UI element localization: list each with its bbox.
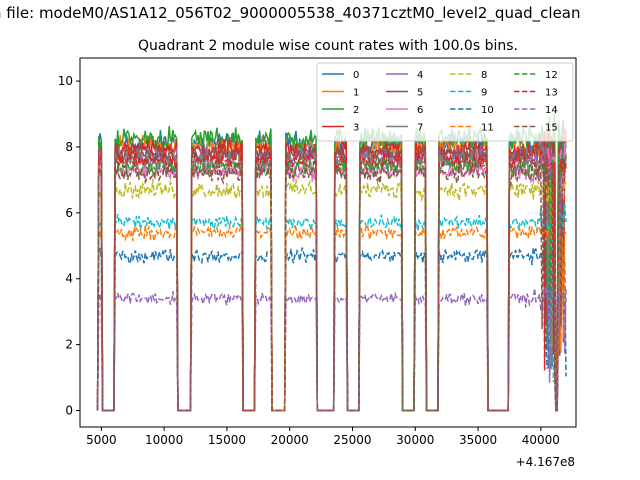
axes-group: 5000 10000 15000 20000 25000 30000 35000 40000 0…	[58, 57, 577, 447]
legend-label-8: 8	[481, 70, 487, 81]
legend-label-12: 12	[545, 70, 558, 81]
legend-label-7: 7	[417, 123, 423, 134]
series-line-4	[96, 139, 567, 412]
series-line-5	[96, 135, 567, 412]
series-line-10	[96, 244, 567, 412]
legend-label-1: 1	[353, 88, 359, 99]
series-line-6	[96, 142, 567, 412]
series-line-8	[96, 178, 567, 412]
x-tick-label: 5000	[86, 433, 117, 447]
legend-label-11: 11	[481, 123, 494, 134]
x-tick-label: 35000	[459, 433, 497, 447]
legend-label-4: 4	[417, 70, 423, 81]
axes-frame	[79, 57, 577, 428]
legend-label-13: 13	[545, 88, 558, 99]
plot-series-group	[96, 110, 567, 412]
legend-label-0: 0	[353, 70, 359, 81]
y-tick-label: 4	[65, 272, 73, 286]
x-tick-label: 30000	[396, 433, 434, 447]
legend-frame	[316, 62, 574, 142]
series-line-7	[96, 146, 567, 412]
series-line-9	[96, 203, 567, 412]
legend-label-10: 10	[481, 105, 494, 116]
figure-suptitle: n file: modeM0/AS1A12_056T02_9000005538_…	[0, 4, 581, 22]
y-tick-label: 8	[65, 140, 73, 154]
series-line-15	[96, 158, 567, 412]
x-tick-label: 10000	[145, 433, 183, 447]
y-tick-label: 2	[65, 338, 73, 352]
legend-label-3: 3	[353, 123, 359, 134]
legend-label-6: 6	[417, 105, 423, 116]
series-line-11	[96, 221, 567, 412]
legend-label-2: 2	[353, 105, 359, 116]
legend-label-14: 14	[545, 105, 558, 116]
y-tick-label: 10	[58, 74, 73, 88]
x-tick-label: 25000	[333, 433, 371, 447]
chart-title: Quadrant 2 module wise count rates with …	[138, 38, 518, 54]
series-line-14	[96, 286, 567, 412]
legend-label-15: 15	[545, 123, 558, 134]
y-tick-label: 6	[65, 206, 73, 220]
legend-label-5: 5	[417, 88, 423, 99]
x-tick-label: 15000	[208, 433, 246, 447]
legend-label-9: 9	[481, 88, 487, 99]
x-tick-label: 40000	[522, 433, 560, 447]
y-tick-label: 0	[65, 404, 73, 418]
series-line-13	[96, 147, 567, 412]
x-tick-label: 20000	[271, 433, 309, 447]
x-offset-text: +4.167e8	[516, 455, 575, 469]
